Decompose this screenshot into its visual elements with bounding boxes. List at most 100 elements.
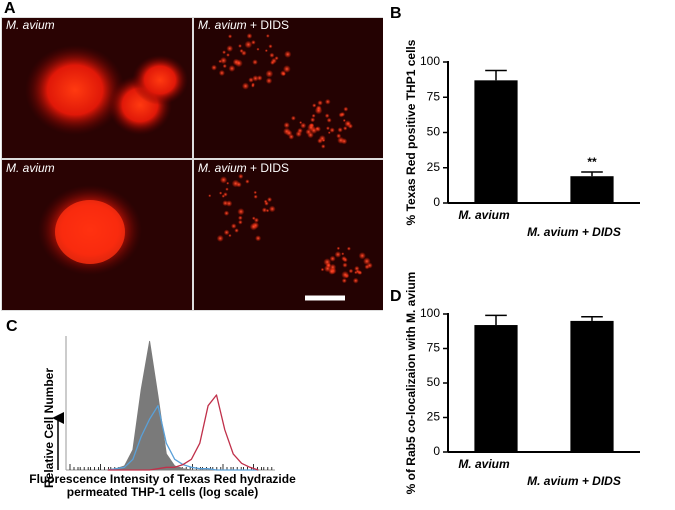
speckle xyxy=(241,82,250,90)
speckle xyxy=(267,197,273,203)
label-italic: M. avium xyxy=(6,161,55,175)
speckle xyxy=(263,199,268,204)
speckle xyxy=(251,83,255,88)
image-label: M. avium xyxy=(6,161,55,175)
speckle xyxy=(265,208,270,213)
speckle xyxy=(239,48,244,53)
y-axis-label: % Texas Red positive THP1 cells xyxy=(404,39,418,225)
speckle xyxy=(218,69,226,77)
speckle xyxy=(284,50,292,58)
x-tick-label: M. avium + DIDS xyxy=(527,225,621,239)
speckle xyxy=(311,113,316,118)
speckle xyxy=(358,270,363,275)
speckle xyxy=(219,56,228,65)
speckle xyxy=(337,136,345,144)
speckle xyxy=(252,75,259,82)
histogram-line xyxy=(107,394,259,471)
speckle xyxy=(219,176,228,184)
speckle xyxy=(271,57,277,64)
speckle xyxy=(222,63,227,69)
speckle xyxy=(218,191,223,195)
x-tick-label: M. avium + DIDS xyxy=(527,474,621,488)
image-label: M. avium + DIDS xyxy=(198,18,289,32)
speckle xyxy=(246,33,253,39)
speckle xyxy=(223,192,228,197)
speckle xyxy=(226,53,230,57)
label-italic: M. avium xyxy=(198,18,247,32)
speckle xyxy=(343,106,349,112)
y-tick-label: 50 xyxy=(427,125,441,139)
speckle xyxy=(225,187,229,191)
speckle xyxy=(253,190,257,195)
speckle xyxy=(342,118,346,123)
speckle xyxy=(327,131,331,135)
speckle xyxy=(237,215,243,221)
speckle xyxy=(222,50,227,55)
speckle xyxy=(211,64,218,71)
y-tick-label: 0 xyxy=(433,444,440,458)
speckle xyxy=(236,181,242,188)
speckle xyxy=(310,117,316,123)
speckle xyxy=(282,65,291,73)
speckle xyxy=(320,267,325,272)
label-italic: M. avium xyxy=(198,161,247,175)
speckle xyxy=(281,71,286,76)
speckle xyxy=(288,133,295,140)
speckle xyxy=(329,255,336,262)
speckle xyxy=(265,34,270,38)
y-tick-label: 25 xyxy=(427,410,441,424)
speckle xyxy=(342,257,348,263)
panel-label: C xyxy=(6,318,18,335)
speckle xyxy=(341,252,345,256)
speckle xyxy=(255,235,262,242)
speckle xyxy=(222,200,229,207)
label-italic: M. avium xyxy=(6,18,55,32)
bar xyxy=(474,325,518,452)
speckle xyxy=(315,126,319,131)
y-tick-label: 25 xyxy=(427,160,441,174)
speckle xyxy=(341,270,350,279)
speckle xyxy=(324,113,330,119)
speckle xyxy=(251,40,256,45)
speckle xyxy=(348,268,354,274)
label-suffix: + DIDS xyxy=(250,161,289,175)
speckle xyxy=(268,205,276,213)
speckle xyxy=(264,49,268,53)
speckle xyxy=(238,173,244,179)
significance: ** xyxy=(587,155,597,169)
image-label: M. avium xyxy=(6,18,55,32)
speckle xyxy=(216,234,224,242)
speckle xyxy=(337,127,343,133)
speckle xyxy=(253,194,258,199)
speckle xyxy=(320,144,326,149)
speckle xyxy=(324,98,331,105)
speckle xyxy=(358,252,366,260)
cell xyxy=(132,55,188,105)
histogram-area xyxy=(107,340,259,471)
speckle xyxy=(300,122,307,129)
speckle xyxy=(238,219,243,225)
speckle xyxy=(269,52,275,58)
speckle xyxy=(232,58,240,66)
speckle xyxy=(295,130,302,138)
x-axis-label: Fluorescence Intensity of Texas Red hydr… xyxy=(29,472,296,486)
speckle xyxy=(336,246,341,251)
speckle xyxy=(261,207,268,213)
cell xyxy=(25,45,125,135)
panel-label: A xyxy=(4,0,16,17)
speckle xyxy=(317,100,323,106)
x-tick-label: M. avium xyxy=(458,208,510,222)
label-suffix: + DIDS xyxy=(250,18,289,32)
speckle xyxy=(342,262,348,268)
speckle xyxy=(329,127,335,133)
speckle xyxy=(265,69,274,78)
micrographs xyxy=(1,17,383,311)
bar xyxy=(570,176,614,203)
speckle xyxy=(265,77,273,85)
speckle xyxy=(208,194,212,198)
speckle xyxy=(326,117,332,123)
speckle xyxy=(256,47,260,51)
speckle xyxy=(307,131,314,139)
speckle xyxy=(366,262,373,269)
speckle xyxy=(325,126,330,131)
